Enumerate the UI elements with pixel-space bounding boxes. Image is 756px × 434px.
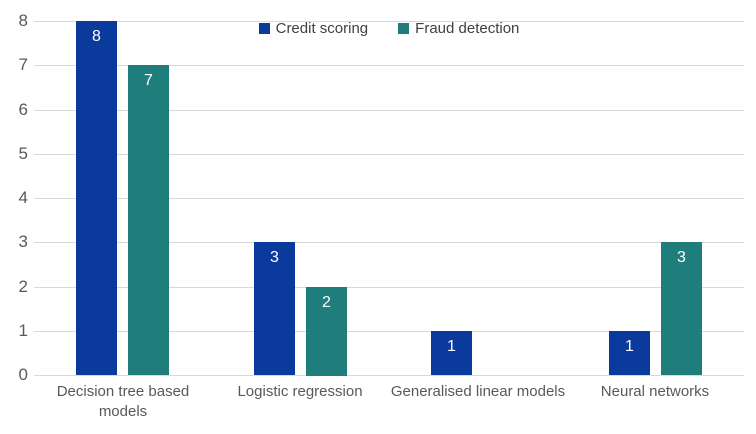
bar-value-label: 1 <box>625 338 634 355</box>
bar-fraud-detection <box>661 242 702 375</box>
bar-value-label: 2 <box>322 294 331 311</box>
legend-label: Fraud detection <box>415 20 520 37</box>
gridline <box>34 242 744 243</box>
gridline <box>34 375 744 376</box>
gridline <box>34 110 744 111</box>
category-label: Logistic regression <box>237 383 363 400</box>
gridline <box>34 65 744 66</box>
category-label: Generalised linear models <box>390 383 566 400</box>
bar-credit-scoring <box>254 242 295 375</box>
y-tick-label: 8 <box>18 11 28 30</box>
legend-swatch-icon <box>258 23 270 34</box>
gridline <box>34 287 744 288</box>
bar-fraud-detection <box>306 287 347 376</box>
bar-value-label: 1 <box>447 338 456 355</box>
legend: Credit scoring Fraud detection <box>34 20 744 37</box>
bar-credit-scoring <box>431 331 472 375</box>
category-label: Decision tree based models <box>56 383 190 420</box>
y-tick-label: 4 <box>18 188 28 207</box>
gridline <box>34 154 744 155</box>
gridline <box>34 331 744 332</box>
legend-swatch-icon <box>398 23 410 34</box>
bar-value-label: 7 <box>144 72 153 89</box>
bar-credit-scoring <box>76 21 117 375</box>
bar-value-label: 8 <box>92 28 101 45</box>
gridline <box>34 198 744 199</box>
legend-item: Credit scoring <box>258 20 369 37</box>
bar-credit-scoring <box>609 331 650 375</box>
y-tick-label: 7 <box>18 55 28 74</box>
bar-value-label: 3 <box>677 249 686 266</box>
legend-label: Credit scoring <box>275 20 369 37</box>
gridline <box>34 21 744 22</box>
y-tick-label: 5 <box>18 144 28 163</box>
bar-fraud-detection <box>128 65 169 375</box>
bar-value-label: 3 <box>270 249 279 266</box>
legend-item: Fraud detection <box>398 20 519 37</box>
y-tick-label: 0 <box>18 365 28 384</box>
y-tick-label: 1 <box>18 321 28 340</box>
y-tick-label: 6 <box>18 100 28 119</box>
category-label: Neural networks <box>600 383 710 400</box>
y-tick-label: 2 <box>18 277 28 296</box>
y-tick-label: 3 <box>18 232 28 251</box>
